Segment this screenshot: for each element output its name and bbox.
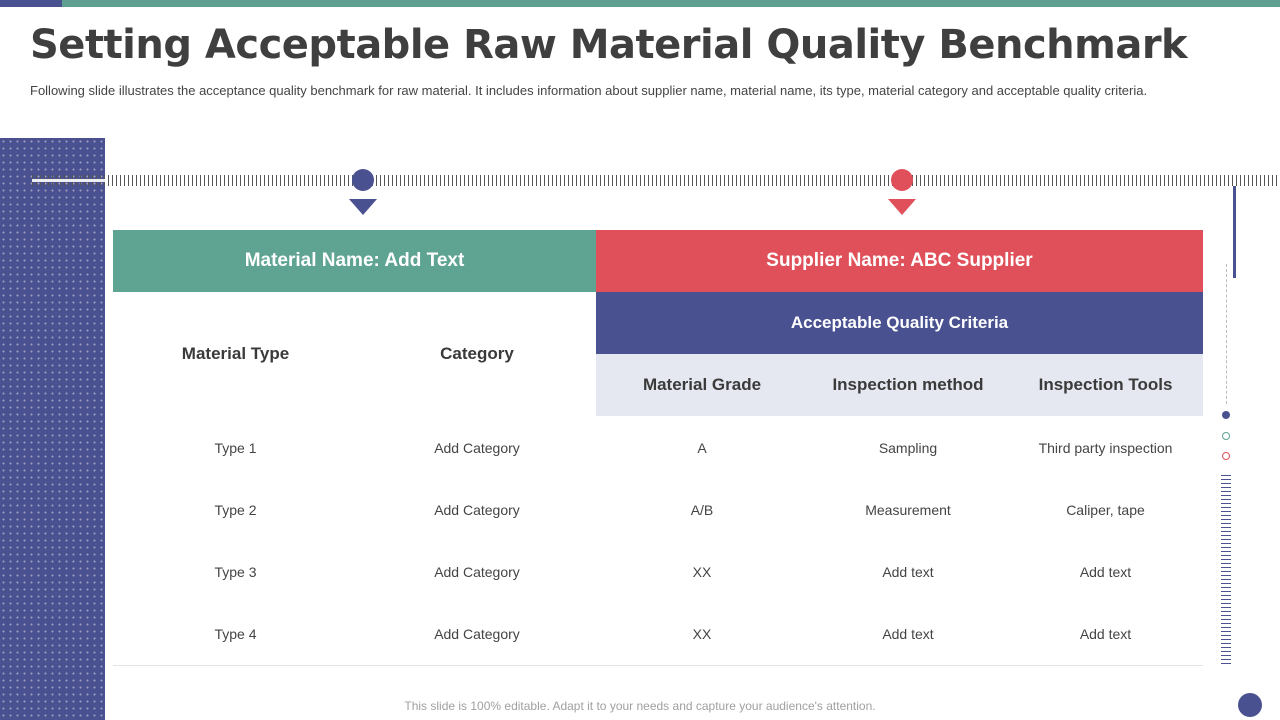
top-accent-bar-dark [0,0,62,7]
quality-criteria-header: Acceptable Quality Criteria [596,292,1203,354]
table-cell: Add text [1079,564,1132,580]
table-cell: Add Category [434,440,520,456]
right-hatch-decoration [1221,475,1231,665]
criteria-subheader-band [596,354,1203,416]
corner-circle-icon [1238,693,1262,717]
table-cell: Type 1 [214,440,257,456]
table-cell: Type 2 [214,502,257,518]
column-header-inspection-method: Inspection method [832,375,984,394]
table-cell: XX [692,564,712,580]
top-accent-bar [0,0,1280,7]
table-cell: Add Category [434,626,520,642]
column-header-category: Category [440,344,514,363]
table-cell: Add Category [434,564,520,580]
table-cell: A [697,440,707,456]
table-cell: Measurement [865,502,951,518]
table-cell: Add text [882,626,934,642]
table-cell: Type 3 [214,564,257,580]
column-header-material-type: Material Type [181,344,290,363]
material-marker-dot [352,169,374,191]
material-name-header: Material Name: Add Text [113,230,596,292]
teal-ring-icon [1222,432,1230,440]
table-cell: Add Category [434,502,520,518]
table-cell: A/B [690,502,714,518]
timeline-ruler [32,175,1280,186]
column-header-inspection-tools: Inspection Tools [1038,375,1173,394]
table-cell: Type 4 [214,626,257,642]
red-ring-icon [1222,452,1230,460]
table-cell: Add text [882,564,934,580]
supplier-marker-pointer [888,199,916,215]
table-cell: Third party inspection [1038,440,1173,456]
column-header-material-grade: Material Grade [642,375,762,394]
table-cell: Sampling [878,440,938,456]
ruler-highlight [32,179,105,182]
slide-subtitle: Following slide illustrates the acceptan… [30,83,1148,98]
table-cell: XX [692,626,712,642]
material-marker-pointer [349,199,377,215]
right-accent-bar [1233,186,1236,278]
slide-title: Setting Acceptable Raw Material Quality … [30,22,1188,68]
table-cell: Caliper, tape [1066,502,1145,518]
supplier-name-header: Supplier Name: ABC Supplier [596,230,1203,292]
table-cell: Add text [1079,626,1132,642]
dotted-side-panel [0,138,105,720]
footer-note: This slide is 100% editable. Adapt it to… [404,699,876,713]
right-dashed-line [1226,264,1227,404]
navy-dot-icon [1222,411,1230,419]
supplier-marker-dot [891,169,913,191]
table-bottom-rule [113,665,1203,666]
